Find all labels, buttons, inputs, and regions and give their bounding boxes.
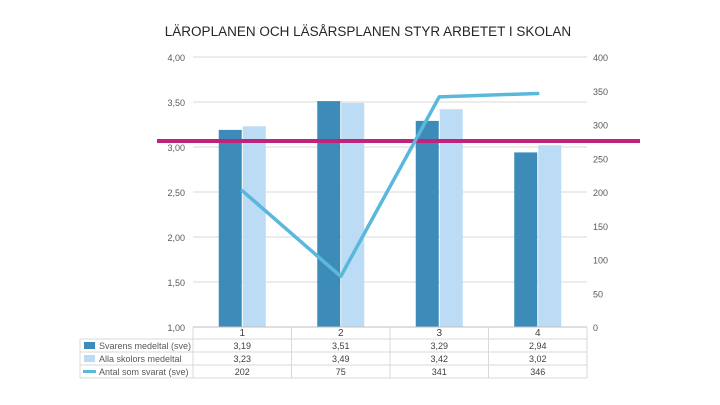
table-cell: 2,94 xyxy=(529,341,547,351)
bar-svarens xyxy=(317,101,341,327)
y-left-tick-label: 4,00 xyxy=(167,53,185,63)
y-axis-left: 1,00 1,50 2,00 2,50 3,00 3,50 4,00 xyxy=(167,53,185,333)
x-tick-label: 2 xyxy=(338,328,344,339)
table-cell: 3,02 xyxy=(529,354,547,364)
y-left-tick-label: 3,00 xyxy=(167,143,185,153)
x-tick-label: 1 xyxy=(239,328,245,339)
bar-svarens xyxy=(415,120,439,328)
y-right-tick-label: 0 xyxy=(593,323,598,333)
table-cell: 3,51 xyxy=(332,341,350,351)
y-right-tick-label: 100 xyxy=(593,256,608,266)
y-right-tick-label: 350 xyxy=(593,87,608,97)
table-cell: 3,29 xyxy=(430,341,448,351)
table-cell: 341 xyxy=(432,367,447,377)
line-series xyxy=(240,91,540,279)
bars xyxy=(193,101,587,328)
y-left-tick-label: 1,50 xyxy=(167,278,185,288)
legend-label: Svarens medeltal (sve) xyxy=(99,341,191,351)
chart-title: LÄROPLANEN OCH LÄSÅRSPLANEN STYR ARBETET… xyxy=(165,24,571,39)
bar-svarens xyxy=(218,129,242,327)
y-right-tick-label: 200 xyxy=(593,188,608,198)
y-right-tick-label: 150 xyxy=(593,222,608,232)
x-tick-label: 3 xyxy=(436,328,442,339)
table-cell: 3,42 xyxy=(430,354,448,364)
y-left-tick-label: 2,00 xyxy=(167,233,185,243)
y-right-tick-label: 300 xyxy=(593,121,608,131)
line-antal xyxy=(240,91,540,279)
y-right-tick-label: 50 xyxy=(593,289,603,299)
y-right-tick-label: 400 xyxy=(593,53,608,63)
y-left-tick-label: 2,50 xyxy=(167,188,185,198)
x-tick-label: 4 xyxy=(535,328,541,339)
legend-label: Alla skolors medeltal xyxy=(99,354,182,364)
table-cell: 3,19 xyxy=(233,341,251,351)
bar-alla xyxy=(242,126,266,327)
legend-swatch xyxy=(84,355,95,362)
y-left-tick-label: 1,00 xyxy=(167,323,185,333)
table-cell: 3,23 xyxy=(233,354,251,364)
bar-alla xyxy=(341,102,365,328)
table-cell: 75 xyxy=(336,367,346,377)
bar-alla xyxy=(439,109,463,327)
bar-svarens xyxy=(514,152,538,327)
y-axis-right: 0 50 100 150 200 250 300 350 400 xyxy=(593,53,608,333)
table-cell: 346 xyxy=(530,367,545,377)
y-right-tick-label: 250 xyxy=(593,154,608,164)
data-table: 1 2 3 4 Svarens medeltal (sve) 3,19 3,51 3,29 2,… xyxy=(79,327,588,379)
bar-alla xyxy=(538,145,562,327)
legend-label: Antal som svarat (sve) xyxy=(99,367,189,377)
y-left-tick-label: 3,50 xyxy=(167,98,185,108)
table-cell: 3,49 xyxy=(332,354,350,364)
table-cell: 202 xyxy=(235,367,250,377)
legend-swatch xyxy=(84,342,95,349)
